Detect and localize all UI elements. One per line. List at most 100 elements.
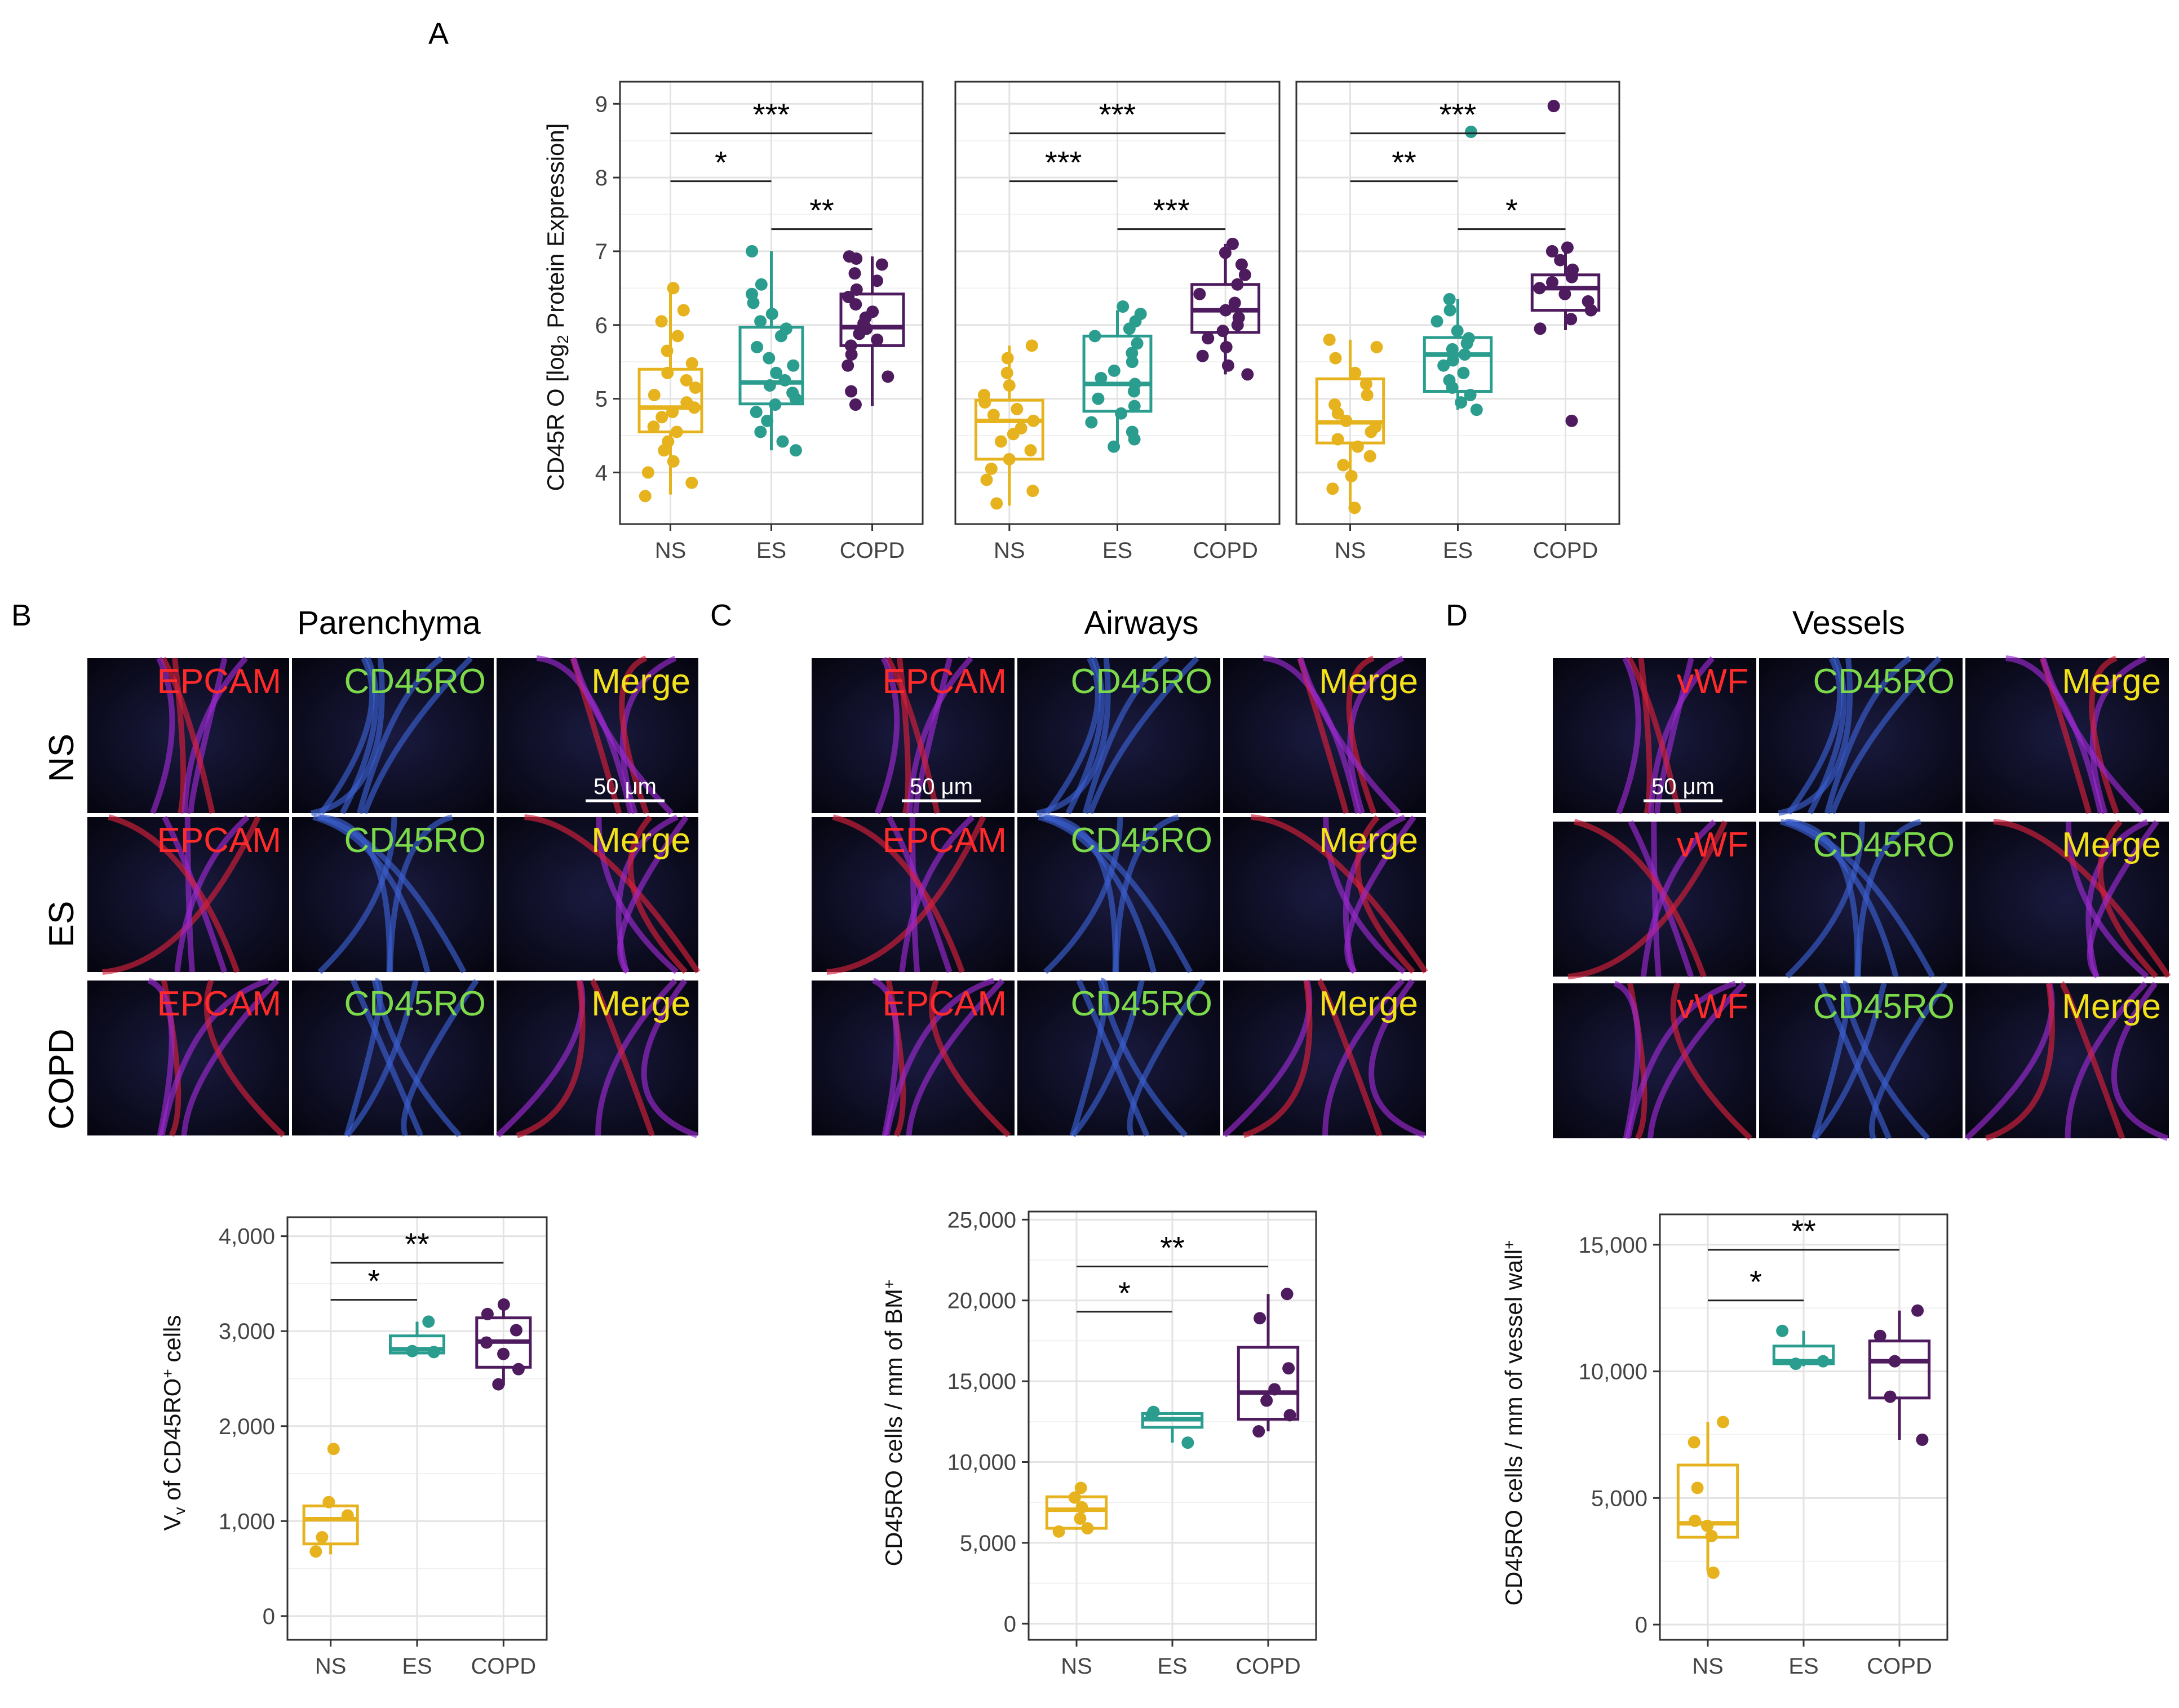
y-tick-label: 4 (595, 460, 608, 485)
tissue-strand (2065, 981, 2147, 1139)
data-point (1888, 1355, 1901, 1368)
data-point (497, 1298, 510, 1311)
x-tick-label: ES (1788, 1654, 1818, 1679)
data-point (750, 406, 763, 419)
data-point (1268, 1383, 1281, 1396)
data-point (661, 366, 674, 379)
data-point (639, 490, 652, 503)
data-point (1202, 332, 1215, 345)
data-point (1196, 349, 1209, 362)
tissue-strand (906, 656, 973, 814)
data-point (866, 305, 879, 318)
data-point (1252, 1425, 1265, 1438)
data-point (780, 322, 792, 335)
data-point (316, 1530, 329, 1543)
data-point (322, 1496, 335, 1509)
tissue-strand (1346, 655, 1377, 814)
row-label-es: ES (42, 901, 81, 948)
data-point (1326, 482, 1339, 495)
data-point (406, 1345, 419, 1357)
tissue-strand (1317, 978, 1383, 1137)
data-point (661, 344, 674, 357)
significance-label: ** (405, 1226, 429, 1262)
micrograph-channel-label: CD45RO (1813, 826, 1955, 864)
micrograph-channel-label: CD45RO (1070, 821, 1212, 860)
data-point (1074, 1481, 1087, 1494)
data-point (667, 282, 680, 295)
panel-letter-b: B (11, 598, 32, 632)
data-point (1430, 315, 1443, 328)
micrograph-channel-label: CD45RO (344, 984, 486, 1023)
data-point (685, 357, 698, 370)
significance-label: *** (1045, 145, 1082, 180)
data-point (1437, 359, 1450, 372)
y-tick-label: 2,000 (219, 1414, 275, 1439)
significance-label: ** (1392, 145, 1416, 180)
data-point (670, 425, 683, 438)
data-point (1455, 396, 1468, 409)
x-tick-label: NS (315, 1654, 347, 1679)
data-point (1231, 278, 1244, 291)
data-point (1582, 295, 1595, 308)
data-point (1451, 325, 1464, 338)
data-point (677, 304, 690, 317)
data-point (422, 1315, 435, 1328)
data-point (1131, 337, 1144, 350)
row-label-ns: NS (42, 734, 81, 782)
data-point (1363, 450, 1376, 463)
micrograph-channel-label: EPCAM (157, 984, 281, 1023)
micrograph-tile (1759, 658, 1963, 813)
data-point (850, 283, 863, 296)
y-tick-label: 10,000 (1579, 1360, 1647, 1385)
y-tick-label: 5,000 (960, 1531, 1016, 1556)
data-point (1283, 1409, 1296, 1422)
data-point (848, 267, 861, 280)
tissue-strand (2089, 655, 2147, 814)
data-point (1219, 246, 1232, 259)
box-ns (1315, 377, 1385, 445)
data-point (1533, 282, 1546, 295)
data-point (1147, 1405, 1160, 1418)
data-point (763, 379, 776, 392)
data-point (980, 473, 993, 486)
data-point (689, 381, 702, 394)
tissue-strand (1297, 657, 1401, 815)
tissue-strand (570, 657, 674, 815)
data-point (1228, 296, 1241, 309)
tissue-strand (1368, 979, 1426, 1138)
y-axis-title-part: 2 (554, 335, 572, 344)
micrograph-grid-vessels: vWF 50 μm CD45RO Merge vWF CD45RO Merge vWF CD45… (1553, 655, 2171, 1141)
data-point (763, 352, 776, 365)
y-axis-title: CD45R O [log2 Protein Expression] (542, 123, 572, 491)
micrograph-tile (292, 658, 494, 813)
data-point (786, 387, 799, 400)
data-point (1369, 420, 1382, 433)
region-title-parenchyma: Parenchyma (297, 605, 481, 641)
data-point (1232, 311, 1245, 324)
data-point (1074, 1512, 1087, 1525)
micrograph-tile (1017, 658, 1220, 813)
micrograph-channel-label: Merge (2062, 987, 2161, 1026)
panel-letter-d: D (1446, 598, 1468, 632)
y-tick-label: 7 (595, 239, 608, 264)
data-point (985, 462, 998, 475)
data-point (680, 374, 693, 387)
y-tick-label: 10,000 (947, 1450, 1016, 1475)
data-point (1025, 339, 1038, 352)
data-point (842, 359, 854, 372)
data-point (1707, 1566, 1720, 1579)
data-point (1776, 1324, 1789, 1337)
data-point (685, 476, 698, 489)
data-point (1359, 378, 1372, 391)
micrograph-channel-label: Merge (1319, 821, 1418, 860)
y-tick-label: 5 (595, 387, 608, 412)
y-axis-title-part: cells (159, 1315, 185, 1369)
significance-label: *** (1440, 97, 1476, 132)
y-axis-title-part: of CD45RO (159, 1378, 185, 1507)
tissue-strand (2097, 819, 2158, 979)
data-point (680, 396, 693, 409)
box-copd (839, 292, 905, 347)
data-point (875, 258, 888, 271)
data-point (648, 389, 661, 402)
